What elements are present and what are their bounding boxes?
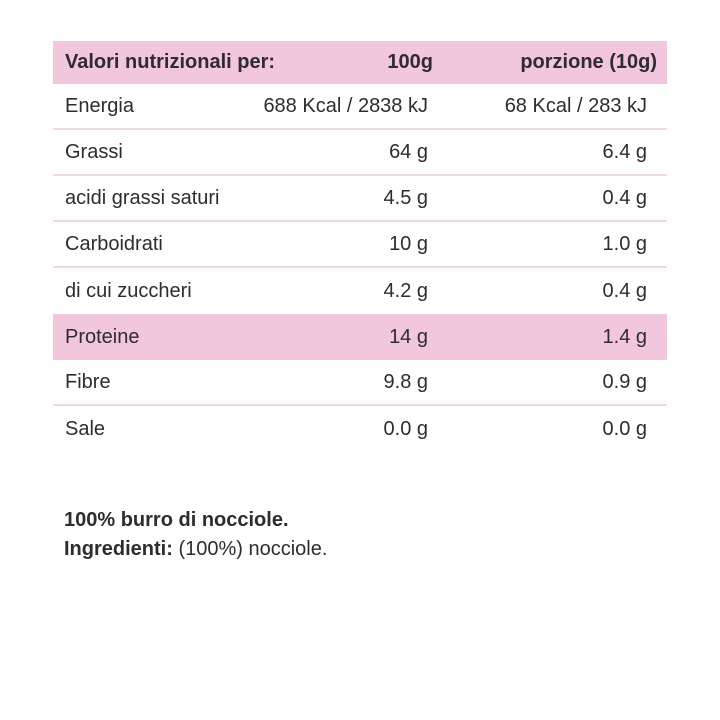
nutrient-label: Fibre: [65, 370, 111, 393]
value-per-100g: 4.5 g: [383, 186, 428, 209]
nutrient-label: Energia: [65, 94, 134, 117]
value-per-100g: 688 Kcal / 2838 kJ: [263, 94, 428, 117]
value-per-portion: 1.4 g: [602, 325, 647, 348]
value-per-100g: 4.2 g: [383, 279, 428, 302]
nutrition-table-body: Energia 688 Kcal / 2838 kJ 68 Kcal / 283…: [53, 84, 667, 452]
value-per-portion: 0.4 g: [602, 186, 647, 209]
product-description: 100% burro di nocciole.: [64, 509, 289, 531]
ingredients-label: Ingredienti:: [64, 538, 173, 560]
nutrient-label: Sale: [65, 417, 106, 440]
nutrient-label: Carboidrati: [65, 232, 163, 255]
ingredients-block: 100% burro di nocciole. Ingredienti: (10…: [64, 506, 327, 564]
value-per-portion: 0.9 g: [602, 370, 647, 393]
nutrition-table: Valori nutrizionali per: 100g porzione (…: [53, 41, 667, 452]
nutrient-label: di cui zuccheri: [65, 279, 192, 302]
header-col-portion: porzione (10g): [520, 51, 657, 73]
table-row: Grassi 64 g 6.4 g: [53, 130, 667, 176]
value-per-portion: 68 Kcal / 283 kJ: [504, 94, 647, 117]
value-per-100g: 64 g: [389, 140, 428, 163]
value-per-100g: 10 g: [389, 232, 428, 255]
value-per-portion: 6.4 g: [602, 140, 647, 163]
ingredients-line: Ingredienti: (100%) nocciole.: [64, 535, 327, 564]
header-col-100g: 100g: [387, 51, 433, 73]
table-row: Proteine 14 g 1.4 g: [53, 314, 667, 360]
table-row: Fibre 9.8 g 0.9 g: [53, 360, 667, 406]
nutrition-table-header: Valori nutrizionali per: 100g porzione (…: [53, 41, 667, 84]
value-per-portion: 0.0 g: [602, 417, 647, 440]
table-row: acidi grassi saturi 4.5 g 0.4 g: [53, 176, 667, 222]
nutrient-label: acidi grassi saturi: [65, 186, 220, 209]
value-per-100g: 14 g: [389, 325, 428, 348]
value-per-100g: 0.0 g: [383, 417, 428, 440]
ingredients-value: (100%) nocciole.: [172, 538, 328, 560]
nutrient-label: Proteine: [65, 325, 140, 348]
value-per-portion: 1.0 g: [602, 232, 647, 255]
table-row: Sale 0.0 g 0.0 g: [53, 406, 667, 452]
table-row: di cui zuccheri 4.2 g 0.4 g: [53, 268, 667, 314]
table-row: Carboidrati 10 g 1.0 g: [53, 222, 667, 268]
header-label: Valori nutrizionali per:: [65, 51, 276, 73]
value-per-100g: 9.8 g: [383, 370, 428, 393]
value-per-portion: 0.4 g: [602, 279, 647, 302]
table-row: Energia 688 Kcal / 2838 kJ 68 Kcal / 283…: [53, 84, 667, 130]
nutrient-label: Grassi: [65, 140, 123, 163]
